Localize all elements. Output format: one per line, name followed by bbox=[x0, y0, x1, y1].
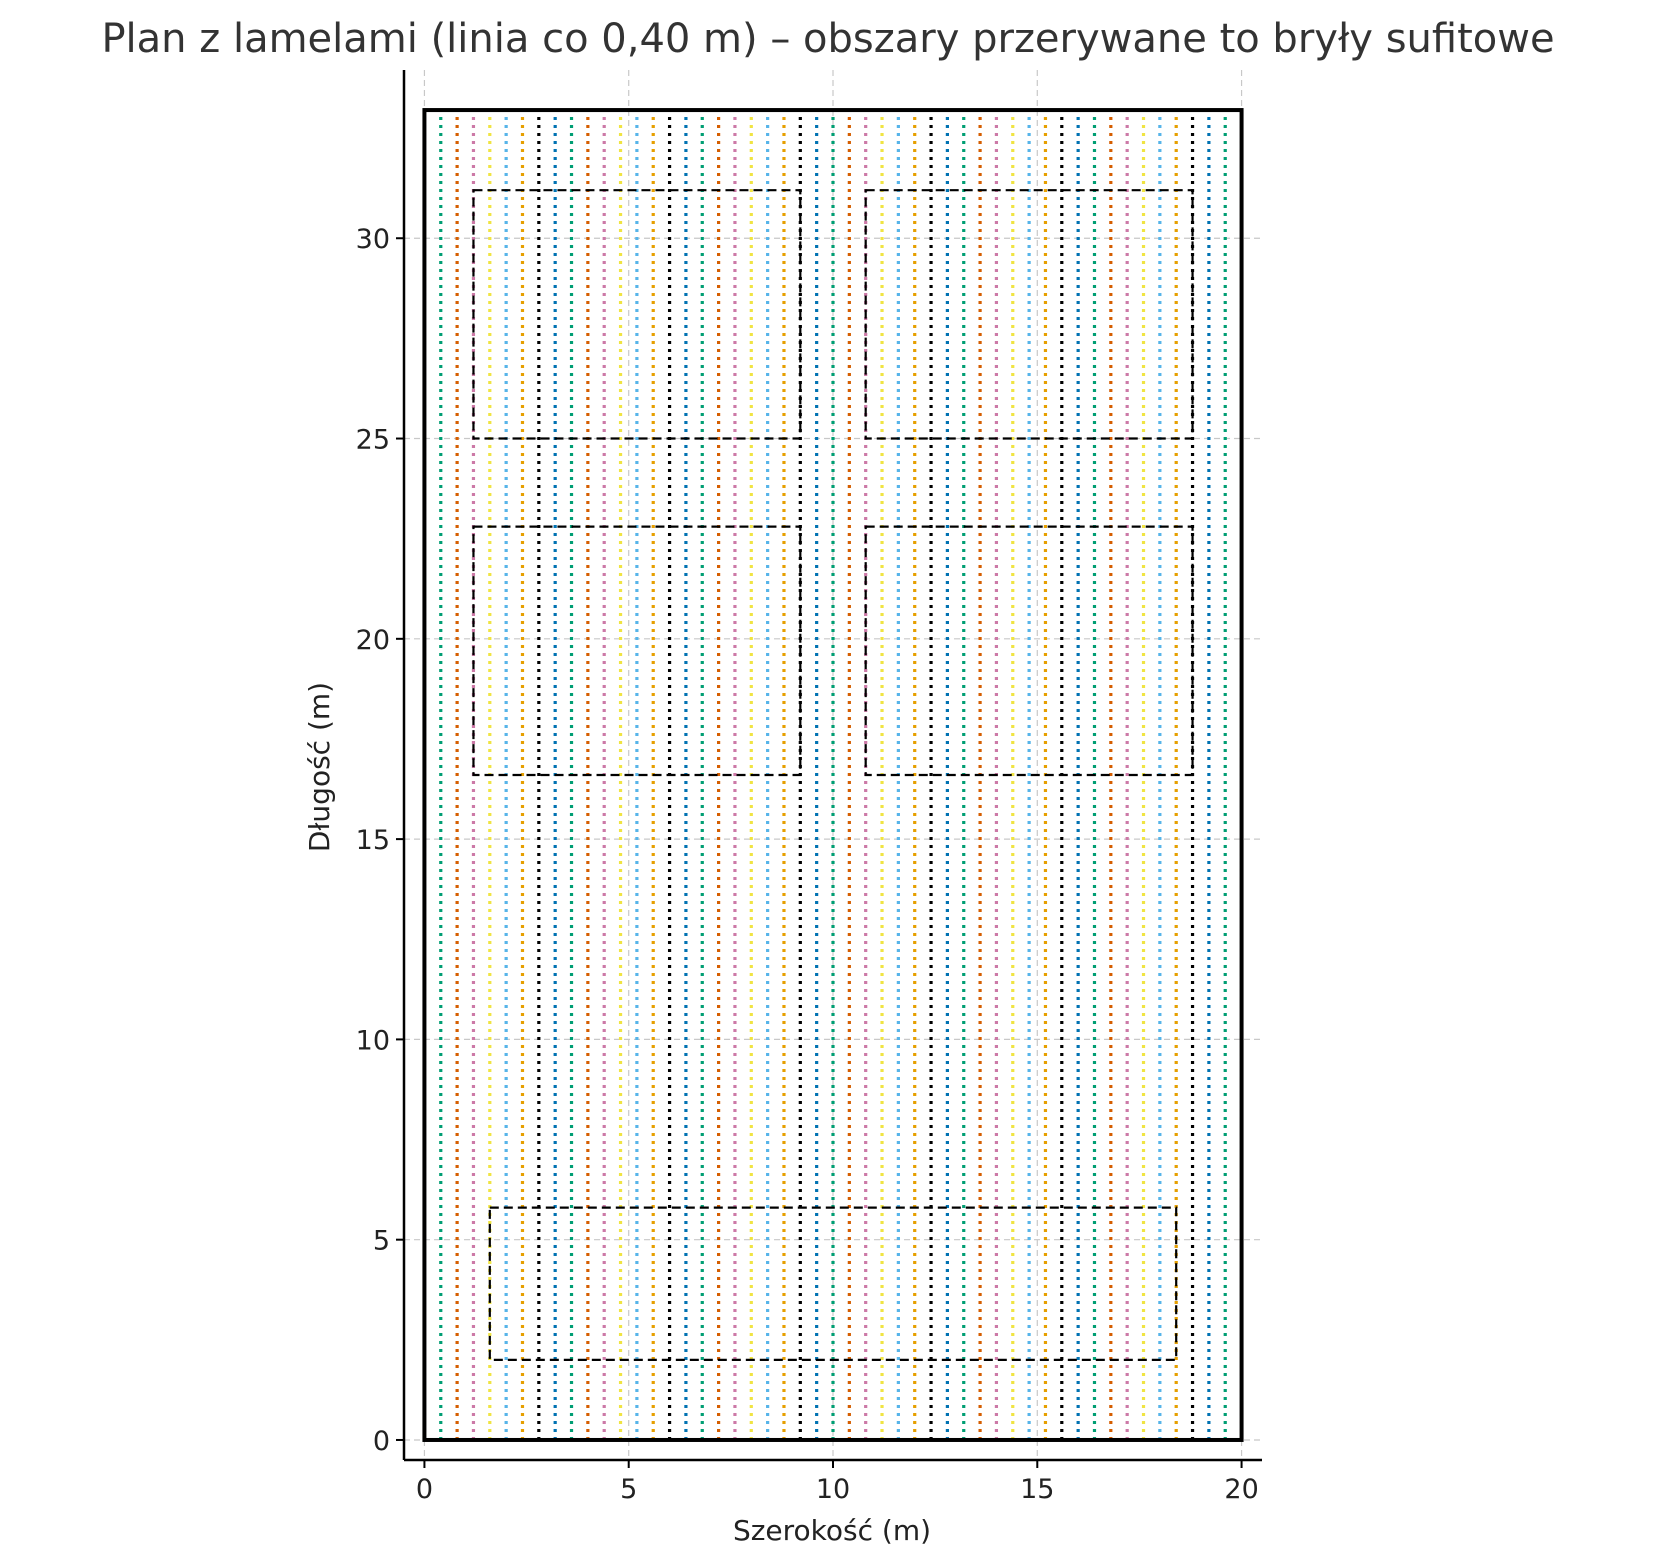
y-tick-label: 15 bbox=[356, 825, 390, 856]
y-tick-label: 0 bbox=[373, 1426, 390, 1457]
ceiling-volume bbox=[472, 189, 802, 440]
ceiling-volume bbox=[864, 525, 1194, 777]
y-tick-label: 20 bbox=[356, 625, 390, 656]
y-tick-label: 5 bbox=[373, 1226, 390, 1257]
x-tick-label: 10 bbox=[816, 1474, 850, 1505]
ceiling-volume bbox=[488, 1206, 1178, 1361]
y-axis-label: Długość (m) bbox=[303, 682, 336, 852]
room-outline-group bbox=[422, 108, 1244, 1442]
x-tick-label: 20 bbox=[1224, 1474, 1258, 1505]
x-tick-label: 0 bbox=[416, 1474, 433, 1505]
x-tick-label: 5 bbox=[620, 1474, 637, 1505]
ticks: 0 5 10 15 20 0 5 10 15 20 25 30 bbox=[356, 224, 1259, 1505]
ceiling-volumes bbox=[472, 189, 1194, 1361]
y-tick-label: 25 bbox=[356, 425, 390, 456]
y-tick-label: 10 bbox=[356, 1025, 390, 1056]
x-axis-label: Szerokość (m) bbox=[733, 1514, 931, 1547]
y-tick-label: 30 bbox=[356, 224, 390, 255]
room-outline bbox=[422, 108, 1244, 1442]
chart-title: Plan z lamelami (linia co 0,40 m) – obsz… bbox=[101, 16, 1554, 62]
ceiling-volume bbox=[472, 525, 802, 777]
ceiling-volume bbox=[864, 189, 1194, 440]
x-tick-label: 15 bbox=[1020, 1474, 1054, 1505]
